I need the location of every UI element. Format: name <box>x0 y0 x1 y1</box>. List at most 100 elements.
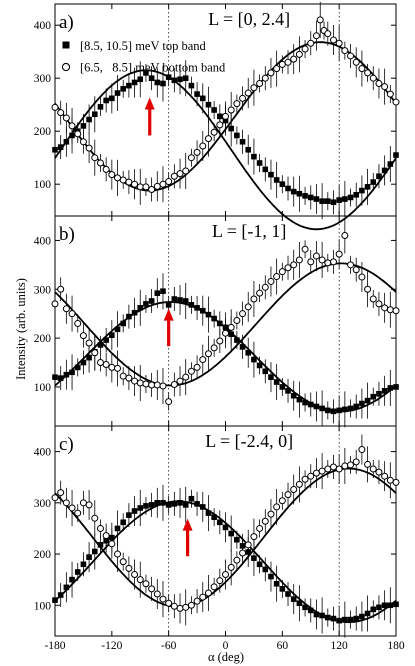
data-point-circle <box>250 533 258 541</box>
data-point-square <box>336 617 342 624</box>
data-point-circle <box>142 580 150 588</box>
data-point-circle <box>335 465 343 473</box>
data-point-circle <box>187 154 195 162</box>
data-point-circle <box>295 50 303 58</box>
data-point-square <box>114 326 121 333</box>
data-point-square <box>296 396 303 403</box>
y-tick-label: 400 <box>34 447 52 459</box>
data-point-circle <box>222 112 229 120</box>
data-point-square <box>393 384 399 390</box>
data-point-square <box>268 171 274 178</box>
data-point-circle <box>62 305 70 313</box>
legend: [8.5, 10.5] meV top band [6.5, 8.5] meV b… <box>61 39 226 75</box>
data-point-square <box>126 512 132 518</box>
data-point-square <box>91 111 98 118</box>
data-point-square <box>285 591 291 597</box>
data-point-circle <box>199 593 207 601</box>
data-point-circle <box>199 142 207 150</box>
data-point-circle <box>165 599 173 607</box>
data-point-circle <box>392 478 400 486</box>
data-point-square <box>285 185 291 192</box>
data-point-circle <box>244 89 252 97</box>
data-point-circle <box>392 307 400 315</box>
x-tick-label: -180 <box>44 640 65 652</box>
data-point-square <box>69 369 75 376</box>
data-point-circle <box>91 514 99 522</box>
data-point-circle <box>176 604 184 612</box>
data-point-circle <box>392 98 400 106</box>
y-tick-label: 100 <box>34 600 52 612</box>
data-point-square <box>359 187 365 194</box>
data-point-square <box>307 194 314 201</box>
data-point-circle <box>187 601 195 609</box>
data-point-square <box>290 596 297 602</box>
data-point-square <box>342 406 348 413</box>
data-point-square <box>205 510 212 516</box>
data-point-square <box>97 342 104 348</box>
data-point-square <box>239 139 246 145</box>
data-point-circle <box>267 277 275 285</box>
data-point-square <box>177 297 183 303</box>
data-point-circle <box>312 252 320 260</box>
data-point-square <box>262 166 269 173</box>
y-tick-label: 100 <box>34 179 52 191</box>
data-point-circle <box>381 83 389 91</box>
data-point-square <box>154 500 161 506</box>
data-point-circle <box>57 489 65 497</box>
data-point-circle <box>352 458 360 466</box>
data-point-square <box>234 132 240 139</box>
data-point-square <box>387 602 394 609</box>
data-point-circle <box>182 603 190 611</box>
peak-arrow-head <box>182 518 193 531</box>
data-point-circle <box>386 476 394 484</box>
data-point-square <box>381 388 388 394</box>
data-point-square <box>268 374 274 380</box>
data-point-square <box>325 407 331 414</box>
data-point-square <box>307 607 314 614</box>
data-point-square <box>86 116 92 123</box>
data-point-circle <box>239 549 247 557</box>
data-point-square <box>137 76 144 83</box>
data-point-circle <box>153 590 161 598</box>
data-point-circle <box>91 154 99 162</box>
data-point-square <box>319 405 325 412</box>
data-point-circle <box>102 532 110 540</box>
data-point-square <box>364 184 371 190</box>
data-point-square <box>245 146 252 153</box>
data-point-circle <box>79 332 87 340</box>
data-point-circle <box>85 501 93 509</box>
data-point-circle <box>51 103 59 111</box>
data-point-circle <box>358 446 366 454</box>
data-point-square <box>165 502 172 508</box>
data-point-square <box>103 337 109 343</box>
data-point-circle <box>204 589 212 597</box>
data-point-circle <box>131 377 139 385</box>
data-point-circle <box>352 266 360 274</box>
data-point-circle <box>347 52 355 60</box>
data-point-square <box>387 385 394 391</box>
data-point-circle <box>62 114 70 122</box>
data-point-square <box>302 399 308 406</box>
x-tick-label: 60 <box>277 640 289 652</box>
data-point-square <box>80 359 87 366</box>
data-point-square <box>182 298 189 304</box>
legend-entry: [8.5, 10.5] meV top band <box>80 39 207 53</box>
data-point-square <box>137 505 144 511</box>
data-point-square <box>69 576 75 583</box>
data-point-square <box>199 307 206 314</box>
data-point-circle <box>57 109 65 117</box>
data-point-square <box>313 611 320 618</box>
x-tick-label: 0 <box>223 640 229 652</box>
data-point-circle <box>290 55 298 63</box>
data-point-square <box>302 604 308 611</box>
data-point-square <box>222 524 229 531</box>
data-point-circle <box>170 602 178 610</box>
y-tick-label: 400 <box>34 20 52 32</box>
data-point-circle <box>176 170 184 178</box>
data-point-circle <box>312 32 320 40</box>
data-point-circle <box>108 171 116 179</box>
x-tick-label: 180 <box>387 640 405 652</box>
data-point-circle <box>278 60 286 68</box>
data-point-circle <box>352 58 360 66</box>
data-point-circle <box>278 268 286 276</box>
